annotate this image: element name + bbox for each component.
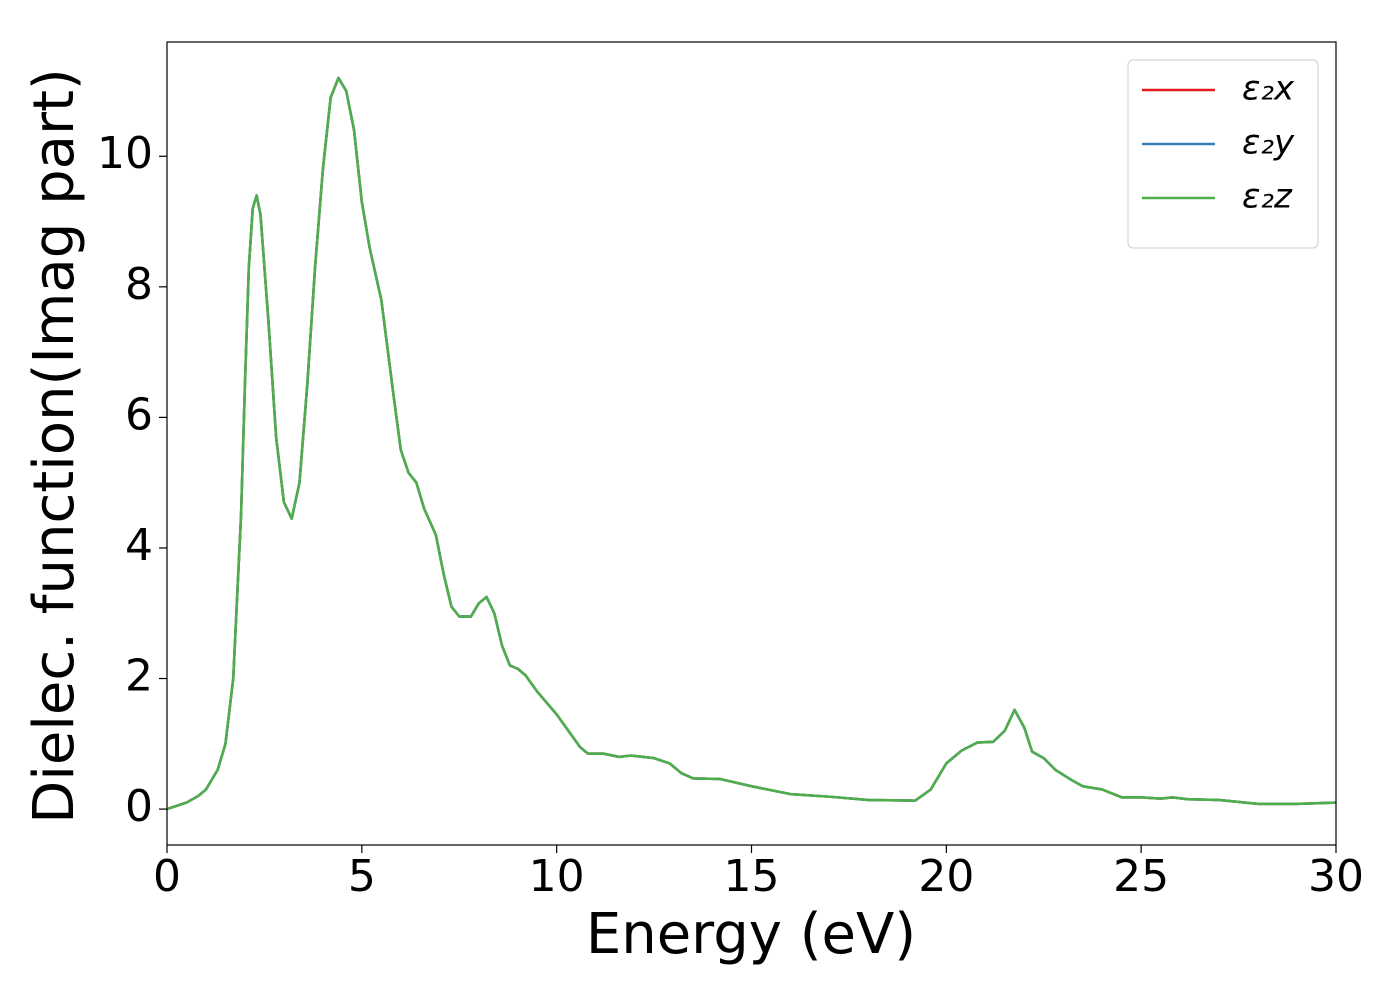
y-tick-label: 10	[97, 128, 153, 179]
legend-label: ε₂z	[1242, 177, 1293, 217]
legend-label: ε₂y	[1242, 123, 1295, 163]
legend: ε₂x ε₂y ε₂z	[1127, 59, 1319, 249]
x-axis-label: Energy (eV)	[586, 902, 916, 967]
x-tick-label: 20	[918, 851, 974, 902]
x-tick-label: 30	[1308, 851, 1364, 902]
y-tick-label: 8	[125, 259, 153, 310]
x-tick-label: 0	[153, 851, 181, 902]
series-line	[166, 76, 1337, 811]
x-tick-label: 25	[1113, 851, 1169, 902]
y-tick-label: 4	[125, 520, 153, 571]
y-axis-label: Dielec. function(Imag part)	[22, 68, 87, 824]
x-tick-label: 5	[348, 851, 376, 902]
legend-box	[1127, 59, 1319, 249]
x-tick-label: 15	[724, 851, 780, 902]
y-tick-label: 2	[125, 651, 153, 702]
y-tick-label: 6	[125, 389, 153, 440]
y-tick-label: 0	[125, 781, 153, 832]
plot-frame	[166, 41, 1337, 846]
x-tick-label: 10	[529, 851, 585, 902]
legend-label: ε₂x	[1242, 69, 1295, 109]
